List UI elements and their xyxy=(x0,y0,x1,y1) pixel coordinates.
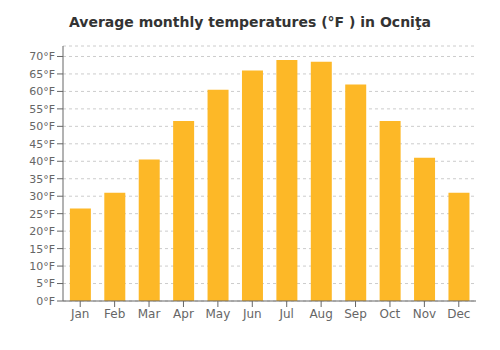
svg-text:Aug: Aug xyxy=(309,307,332,321)
svg-text:40°F: 40°F xyxy=(29,155,55,168)
svg-text:Mar: Mar xyxy=(138,307,161,321)
svg-text:Dec: Dec xyxy=(447,307,470,321)
svg-text:Oct: Oct xyxy=(380,307,401,321)
html-text:Average monthly temperatures (: Average monthly temperatures (°F ) in Oc… xyxy=(69,14,431,30)
svg-text:Nov: Nov xyxy=(413,307,436,321)
svg-text:10°F: 10°F xyxy=(29,260,55,273)
svg-text:Jul: Jul xyxy=(278,307,293,321)
svg-text:15°F: 15°F xyxy=(29,243,55,256)
svg-text:70°F: 70°F xyxy=(29,50,55,63)
svg-text:65°F: 65°F xyxy=(29,68,55,81)
svg-text:55°F: 55°F xyxy=(29,103,55,116)
svg-text:Apr: Apr xyxy=(173,307,194,321)
svg-text:50°F: 50°F xyxy=(29,120,55,133)
svg-text:5°F: 5°F xyxy=(36,277,55,290)
svg-text:0°F: 0°F xyxy=(36,295,55,308)
svg-text:25°F: 25°F xyxy=(29,208,55,221)
svg-text:Jan: Jan xyxy=(70,307,90,321)
svg-text:45°F: 45°F xyxy=(29,138,55,151)
svg-text:30°F: 30°F xyxy=(29,190,55,203)
svg-text:Sep: Sep xyxy=(344,307,367,321)
svg-text:20°F: 20°F xyxy=(29,225,55,238)
svg-text:May: May xyxy=(205,307,230,321)
svg-text:60°F: 60°F xyxy=(29,85,55,98)
svg-text:35°F: 35°F xyxy=(29,173,55,186)
svg-text:Feb: Feb xyxy=(104,307,125,321)
svg-text:Jun: Jun xyxy=(242,307,262,321)
